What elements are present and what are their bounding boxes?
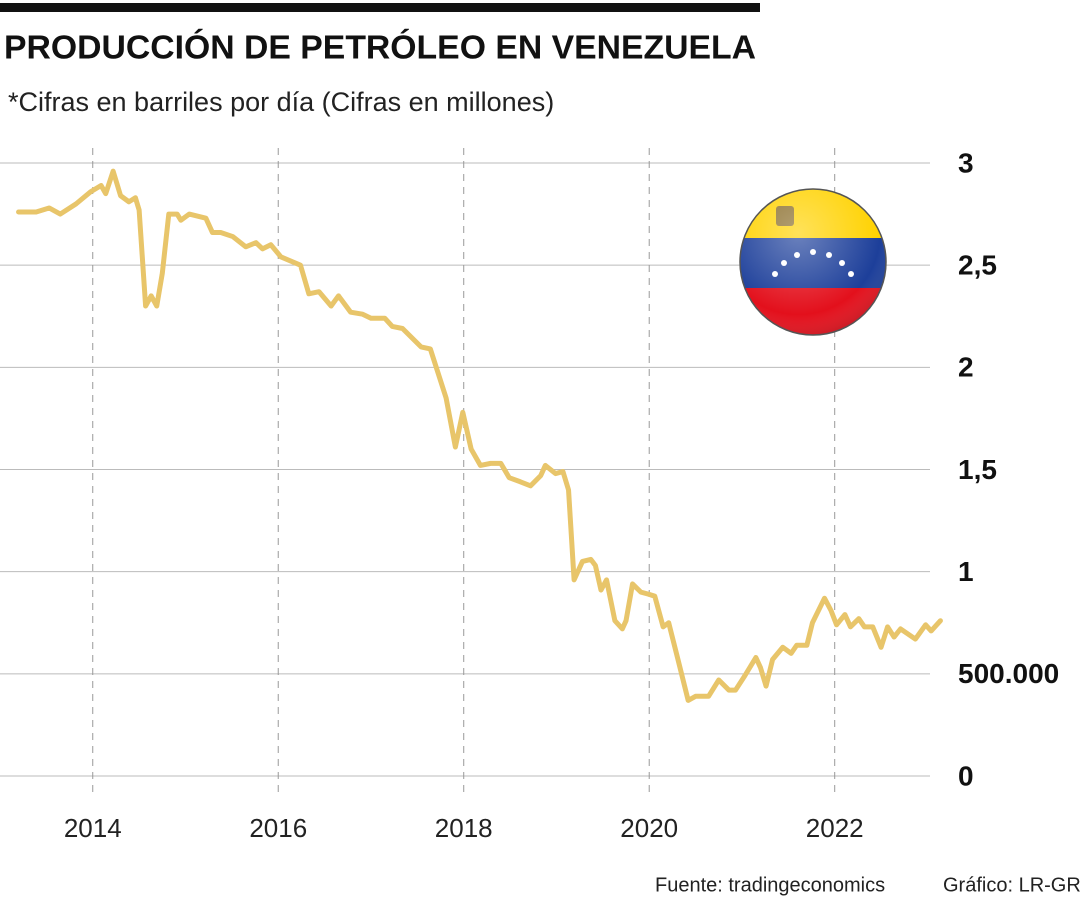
- x-tick-label: 2014: [64, 813, 122, 843]
- grid: 0 500.000 1 1,5 2 2,5 3 2014 2016 2018 2020 2022: [0, 147, 1059, 843]
- y-tick-label: 2,5: [958, 250, 997, 281]
- x-tick-label: 2016: [249, 813, 307, 843]
- x-tick-label: 2018: [435, 813, 493, 843]
- chart-subtitle: *Cifras en barriles por día (Cifras en m…: [8, 87, 554, 117]
- data-line: [16, 168, 943, 703]
- x-tick-label: 2020: [620, 813, 678, 843]
- x-tick-label: 2022: [806, 813, 864, 843]
- y-tick-label: 2: [958, 352, 974, 383]
- y-tick-label: 3: [958, 147, 974, 178]
- chart-title: PRODUCCIÓN DE PETRÓLEO EN VENEZUELA: [4, 29, 756, 66]
- top-bar: [0, 3, 760, 12]
- source: Fuente: tradingeconomics: [655, 874, 885, 896]
- flag: [739, 188, 887, 336]
- y-tick-label: 1,5: [958, 454, 997, 485]
- y-tick-label: 0: [958, 760, 974, 791]
- y-tick-label: 500.000: [958, 658, 1059, 689]
- credit: Gráfico: LR-GR: [943, 874, 1080, 896]
- plot: [16, 168, 943, 703]
- y-tick-label: 1: [958, 556, 974, 587]
